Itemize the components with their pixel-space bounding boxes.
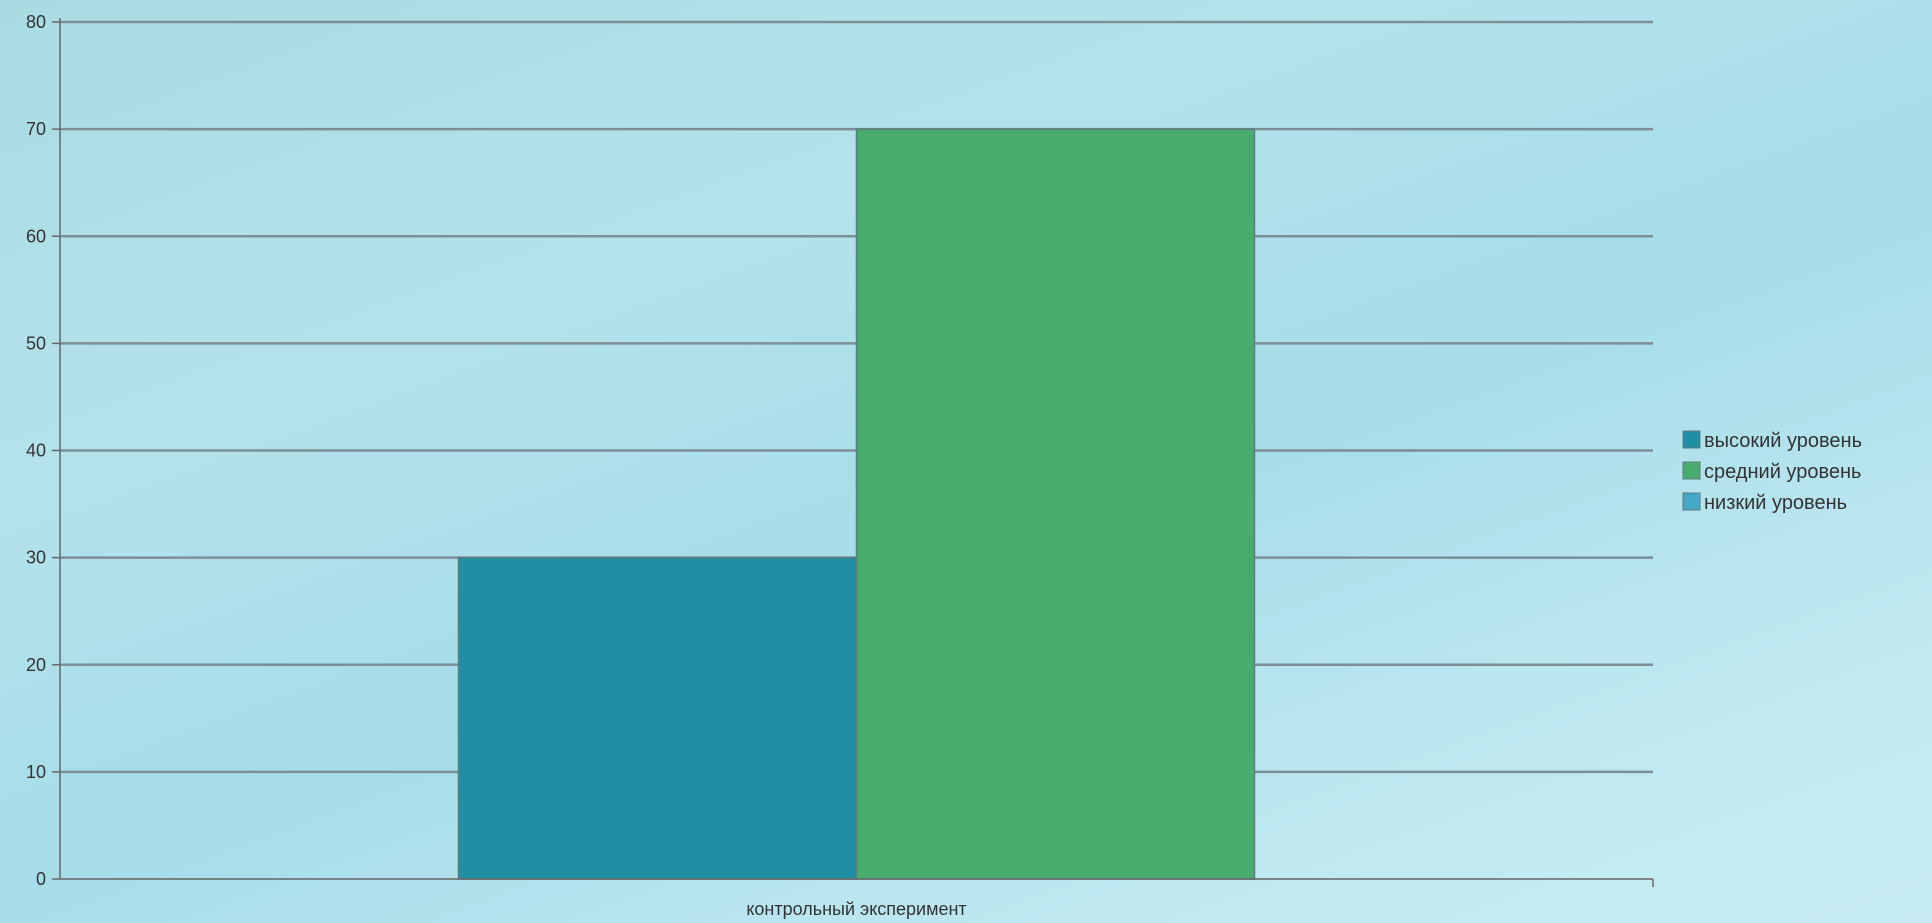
legend-swatch [1682, 492, 1701, 511]
y-tick-label: 50 [26, 333, 46, 353]
x-tick-labels: контрольный эксперимент [746, 899, 966, 919]
y-tick-label: 70 [26, 119, 46, 139]
legend: высокий уровень средний уровень низкий уро… [1682, 430, 1862, 514]
y-tick-label: 40 [26, 441, 46, 461]
y-tick-label: 10 [26, 762, 46, 782]
legend-label: высокий уровень [1704, 430, 1862, 452]
y-tick-labels: 0 10 20 30 40 50 60 70 80 [26, 12, 46, 889]
axes [52, 18, 1654, 887]
y-tick-label: 30 [26, 548, 46, 568]
legend-swatch [1682, 430, 1701, 449]
x-tick-label: контрольный эксперимент [746, 899, 966, 919]
bar-1 [457, 556, 858, 880]
y-tick-label: 0 [36, 869, 46, 889]
y-tick-label: 80 [26, 12, 46, 32]
legend-swatch [1682, 461, 1701, 480]
legend-label: низкий уровень [1704, 492, 1847, 514]
bars [457, 128, 1256, 880]
legend-label: средний уровень [1704, 461, 1861, 483]
y-tick-label: 60 [26, 226, 46, 246]
bar-2 [855, 128, 1256, 880]
y-tick-label: 20 [26, 655, 46, 675]
